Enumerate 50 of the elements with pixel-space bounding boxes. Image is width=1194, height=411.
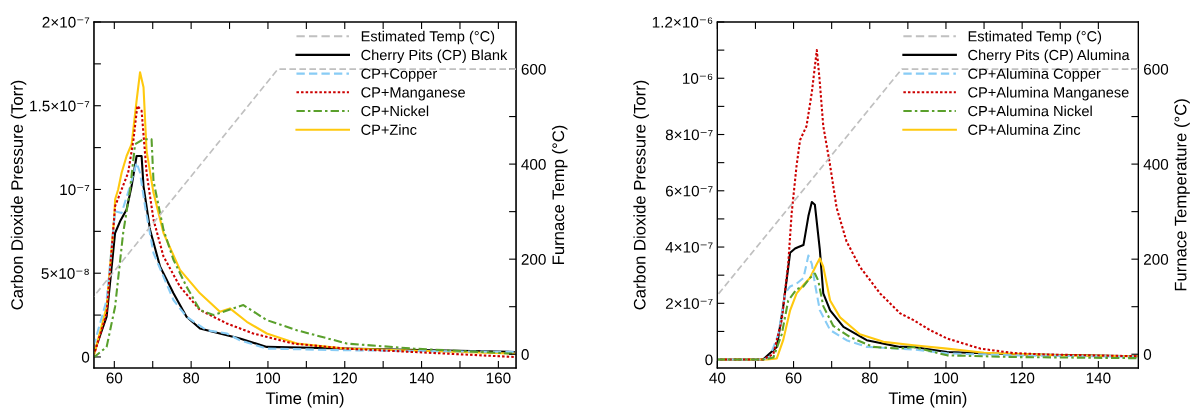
x-tick-label: 40 (709, 372, 726, 384)
legend-label: CP+Nickel (361, 105, 429, 117)
y-tick-label: 0 (81, 351, 90, 363)
x-tick-label: 60 (785, 372, 802, 384)
legend-label: Estimated Temp (°C) (968, 30, 1102, 45)
y2-tick-label: 200 (1143, 254, 1169, 265)
y-tick-label: 8×10⁻⁷ (665, 129, 713, 141)
y-tick-label: 6×10⁻⁷ (665, 185, 713, 197)
y2-axis-title: Furnace Temp (°C) (551, 125, 568, 264)
y-tick-label: 10⁻⁶ (683, 73, 713, 84)
x-tick-label: 100 (934, 372, 959, 384)
legend-label: CP+Manganese (361, 87, 465, 101)
x-tick-label: 160 (486, 372, 511, 384)
y2-axis-title: Furnace Temperature (°C) (1174, 99, 1190, 291)
x-tick-label: 80 (183, 372, 200, 384)
legend-label: CP+Alumina Zinc (968, 124, 1081, 135)
x-tick-label: 140 (409, 372, 434, 384)
y2-tick-label: 0 (1143, 349, 1152, 360)
x-tick-label: 120 (1010, 372, 1035, 384)
y2-tick-label: 0 (521, 349, 529, 360)
legend-label: CP+Alumina Copper (968, 68, 1101, 82)
y-tick-label: 5×10⁻⁸ (41, 268, 89, 279)
y-tick-label: 2×10⁻⁷ (665, 298, 713, 309)
y-tick-label: 1.5×10⁻⁷ (30, 100, 90, 112)
x-axis-title: Time (min) (888, 391, 967, 408)
x-tick-label: 60 (106, 372, 123, 384)
legend-label: CP+Copper (361, 68, 437, 82)
y-axis-title: Carbon Dioxide Pressure (Torr) (10, 80, 27, 310)
y2-tick-label: 200 (521, 254, 546, 265)
y2-tick-label: 400 (1143, 158, 1169, 170)
legend-label: Estimated Temp (°C) (361, 30, 495, 45)
y-tick-label: 10⁻⁷ (60, 184, 90, 196)
x-tick-label: 100 (256, 372, 281, 384)
x-tick-label: 140 (1086, 372, 1111, 384)
legend-label: Cherry Pits (CP) Alumina (968, 49, 1130, 64)
y-axis-title: Carbon Dioxide Pressure (Torr) (633, 80, 649, 310)
legend-label: CP+Alumina Manganese (968, 86, 1129, 101)
y2-tick-label: 600 (521, 63, 546, 75)
x-tick-label: 80 (861, 372, 878, 384)
y-tick-label: 2×10⁻⁷ (42, 16, 90, 28)
y-tick-label: 4×10⁻⁷ (665, 241, 713, 253)
legend-label: CP+Alumina Nickel (968, 105, 1092, 117)
x-tick-label: 120 (333, 372, 357, 384)
legend-label: Cherry Pits (CP) Blank (361, 49, 508, 64)
y2-tick-label: 400 (521, 158, 546, 170)
legend-label: CP+Zinc (361, 124, 417, 135)
y-tick-label: 1.2×10⁻⁶ (652, 16, 713, 28)
y-tick-label: 0 (705, 354, 713, 366)
y2-tick-label: 600 (1144, 63, 1169, 75)
x-axis-title: Time (min) (265, 391, 344, 408)
